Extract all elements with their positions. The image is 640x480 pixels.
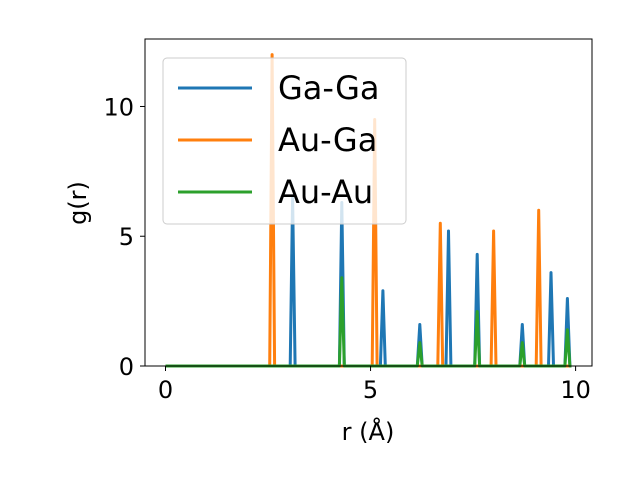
- y-axis-label: g(r): [64, 181, 92, 225]
- y-tick-label: 10: [103, 93, 134, 121]
- axes-layer: 0 5 10 0 5 10: [103, 38, 593, 404]
- legend: Ga-Ga Au-Ga Au-Au: [162, 57, 407, 225]
- x-tick-label: 0: [158, 376, 173, 404]
- axes-frame: [144, 38, 593, 367]
- legend-label-au-au: Au-Au: [278, 173, 373, 211]
- x-tick-label: 5: [363, 376, 378, 404]
- legend-label-ga-ga: Ga-Ga: [278, 69, 380, 107]
- x-axis-label: r (Å): [342, 417, 395, 446]
- series-line-au-ga: [165, 53, 572, 368]
- legend-box: [162, 57, 407, 225]
- y-tick-label: 5: [119, 223, 134, 251]
- series-layer: [165, 53, 572, 368]
- y-tick-label: 0: [119, 353, 134, 381]
- x-tick-label: 10: [560, 376, 591, 404]
- series-line-au-au: [165, 276, 572, 368]
- series-line-ga-ga: [165, 195, 572, 368]
- legend-label-au-ga: Au-Ga: [278, 121, 377, 159]
